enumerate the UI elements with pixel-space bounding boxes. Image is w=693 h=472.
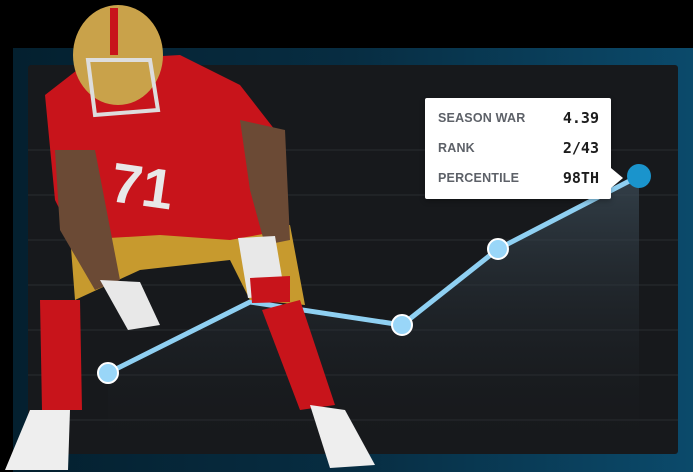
percentile-label: PERCENTILE — [438, 171, 520, 185]
percentile-value: 98TH — [562, 169, 599, 187]
season-war-value: 4.39 — [562, 109, 599, 127]
tooltip-row-rank: RANK 2/43 — [438, 138, 599, 158]
stats-tooltip: SEASON WAR 4.39 RANK 2/43 PERCENTILE 98T… — [425, 98, 623, 199]
rank-label: RANK — [438, 141, 475, 155]
rank-value: 2/43 — [562, 139, 599, 157]
tooltip-row-season-war: SEASON WAR 4.39 — [438, 108, 599, 128]
data-point[interactable] — [391, 314, 413, 336]
season-war-label: SEASON WAR — [438, 111, 526, 125]
data-point[interactable] — [487, 238, 509, 260]
highlight-data-point[interactable] — [627, 164, 651, 188]
data-point[interactable] — [97, 362, 119, 384]
tooltip-row-percentile: PERCENTILE 98TH — [438, 168, 599, 188]
